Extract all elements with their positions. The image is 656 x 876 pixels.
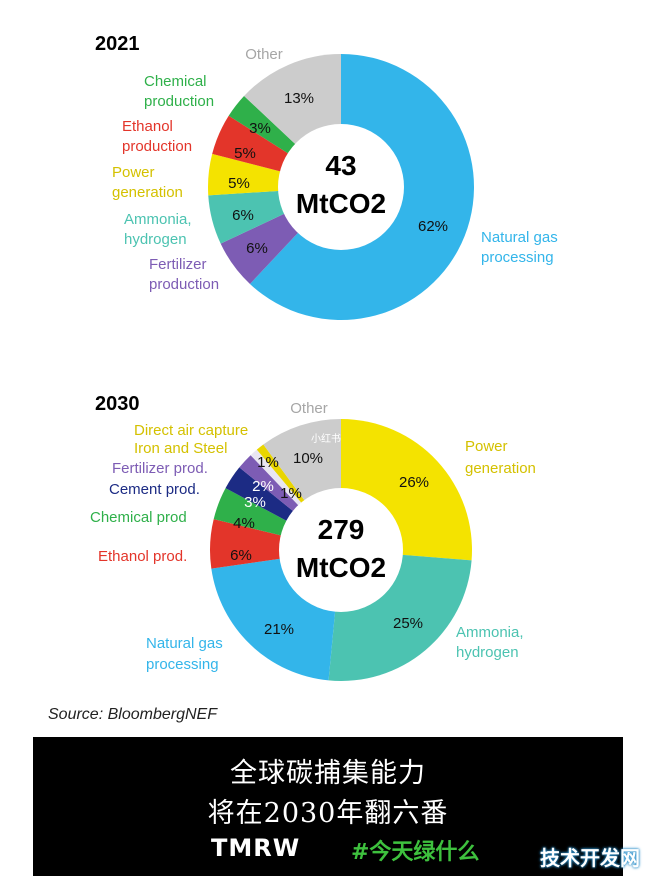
pct-label-fertilizer-2021: 6% (246, 240, 268, 257)
legend-label-power-line2-2021: generation (112, 184, 183, 201)
pct-label-ammonia-2021: 6% (232, 207, 254, 224)
pct-label-chemical-2021: 3% (249, 120, 271, 137)
legend-label-power-line1-2030: Power (465, 438, 508, 455)
legend-label-fertilizer-2030: Fertilizer prod. (112, 460, 208, 477)
center-value-2030: 279 (318, 514, 365, 545)
pct-label-iron-steel-2030: 1% (280, 485, 302, 502)
legend-label-ammonia-line2-2030: hydrogen (456, 644, 519, 661)
legend-label-ethanol-line1-2021: Ethanol (122, 118, 173, 135)
banner-headline-line1: 全球碳捕集能力 (230, 758, 426, 789)
pct-label-cement-2030: 3% (244, 494, 266, 511)
legend-label-natural-gas-line1-2030: Natural gas (146, 635, 223, 652)
donut-hole-2030 (279, 488, 403, 612)
center-unit-2021: MtCO2 (296, 188, 386, 219)
pct-label-power-2021: 5% (228, 175, 250, 192)
pct-label-chemical-2030: 4% (233, 515, 255, 532)
pct-label-other-2021: 13% (284, 90, 314, 107)
legend-label-chemical-line2-2021: production (144, 93, 214, 110)
legend-label-ammonia-line1-2030: Ammonia, (456, 624, 524, 641)
pct-label-ammonia-2030: 25% (393, 615, 423, 632)
slice-ethanol-prod-2030 (210, 519, 341, 569)
legend-label-natural-gas-line2-2021: processing (481, 249, 554, 266)
donut-hole-2021 (278, 124, 404, 250)
legend-label-natural-gas-line2-2030: processing (146, 656, 219, 673)
year-label-2021: 2021 (95, 33, 140, 55)
watermark-text: 小红书 (311, 432, 341, 445)
legend-label-chemical-2030: Chemical prod (90, 509, 187, 526)
legend-label-dac-2030: Direct air capture (134, 422, 248, 439)
legend-label-other-2021: Other (245, 46, 283, 63)
legend-label-power-line1-2021: Power (112, 164, 155, 181)
pct-label-dac-2030: 1% (257, 454, 279, 471)
source-note: Source: BloombergNEF (48, 706, 217, 723)
hashtag: #今天绿什么 (351, 840, 480, 865)
legend-label-chemical-line1-2021: Chemical (144, 73, 207, 90)
corner-watermark: 技术开发网 (540, 846, 640, 870)
legend-label-ethanol-2030: Ethanol prod. (98, 548, 187, 565)
year-label-2030: 2030 (95, 393, 140, 415)
center-value-2021: 43 (325, 150, 356, 181)
pct-label-power-2030: 26% (399, 474, 429, 491)
legend-label-fertilizer-line2-2021: production (149, 276, 219, 293)
legend-label-ammonia-line1-2021: Ammonia, (124, 211, 192, 228)
chart-2030: 2030 279 MtCO2 26% 25% 21% 6% 4% 3% 2% 1… (90, 393, 536, 681)
pct-label-fertilizer-2030: 2% (252, 478, 274, 495)
banner-headline-line2: 将在2030年翻六番 (207, 798, 449, 829)
legend-label-other-2030: Other (290, 400, 328, 417)
bottom-banner: 全球碳捕集能力 将在2030年翻六番 TMRW #今天绿什么 (33, 737, 623, 876)
chart-2021: 2021 43 MtCO2 62% 6% 6% 5% 5% 3% 13% Oth… (95, 33, 558, 320)
pct-label-natural-gas-2021: 62% (418, 218, 448, 235)
pct-label-ethanol-2030: 6% (230, 547, 252, 564)
pct-label-other-2030: 10% (293, 450, 323, 467)
brand-logo-text: TMRW (211, 834, 301, 862)
center-unit-2030: MtCO2 (296, 552, 386, 583)
legend-label-iron-steel-2030: Iron and Steel (134, 440, 227, 457)
legend-label-fertilizer-line1-2021: Fertilizer (149, 256, 207, 273)
pct-label-natural-gas-2030: 21% (264, 621, 294, 638)
pct-label-ethanol-2021: 5% (234, 145, 256, 162)
legend-label-power-line2-2030: generation (465, 460, 536, 477)
legend-label-cement-2030: Cement prod. (109, 481, 200, 498)
legend-label-natural-gas-line1-2021: Natural gas (481, 229, 558, 246)
legend-label-ammonia-line2-2021: hydrogen (124, 231, 187, 248)
legend-label-ethanol-line2-2021: production (122, 138, 192, 155)
charts-svg: 2021 43 MtCO2 62% 6% 6% 5% 5% 3% 13% Oth… (90, 33, 558, 681)
